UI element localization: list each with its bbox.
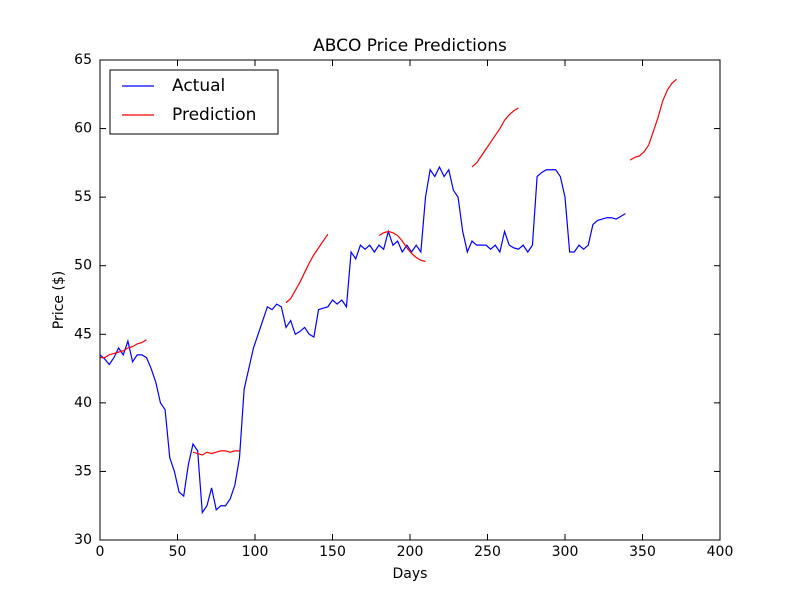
legend-box xyxy=(109,69,279,135)
x-tick-label: 400 xyxy=(707,544,734,560)
x-tick-label: 200 xyxy=(397,544,424,560)
y-tick-label: 35 xyxy=(74,463,92,479)
x-tick-label: 350 xyxy=(629,544,656,560)
line-series xyxy=(100,78,677,456)
legend-label: Prediction xyxy=(172,105,256,125)
y-tick-label: 30 xyxy=(74,532,92,548)
plot-frame xyxy=(99,59,721,541)
y-tick-label: 65 xyxy=(74,52,92,68)
x-tick-label: 150 xyxy=(319,544,346,560)
x-tick-label: 50 xyxy=(169,544,187,560)
x-axis-label: Days xyxy=(393,566,428,582)
y-tick-label: 55 xyxy=(74,189,92,205)
y-tick-label: 40 xyxy=(74,395,92,411)
y-tick-label: 50 xyxy=(74,258,92,274)
y-axis-label: Price ($) xyxy=(51,271,67,329)
y-tick-label: 60 xyxy=(74,121,92,137)
y-tick-label: 45 xyxy=(74,326,92,342)
legend-label: Actual xyxy=(172,76,225,96)
chart-title: ABCO Price Predictions xyxy=(313,36,507,56)
x-tick-label: 0 xyxy=(96,544,105,560)
x-tick-label: 300 xyxy=(552,544,579,560)
x-tick-label: 250 xyxy=(474,544,501,560)
x-tick-label: 100 xyxy=(242,544,269,560)
line-series xyxy=(99,165,626,515)
